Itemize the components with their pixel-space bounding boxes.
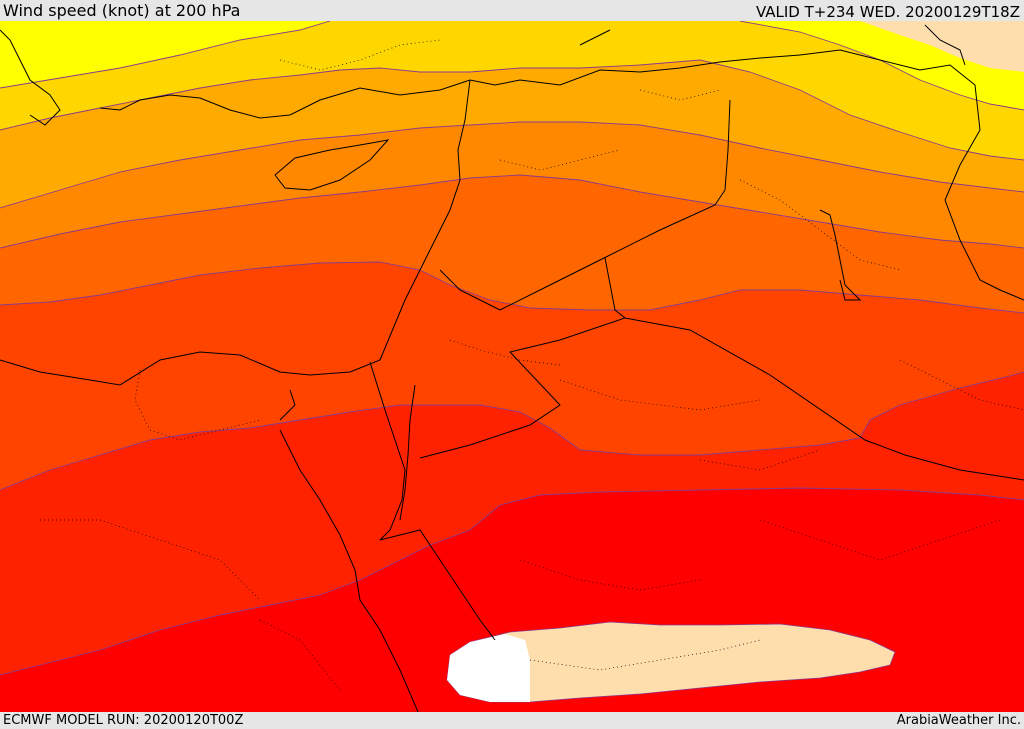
internal-boundaries	[40, 39, 1024, 691]
header-bar: Wind speed (knot) at 200 hPa VALID T+234…	[0, 0, 1024, 21]
map-title: Wind speed (knot) at 200 hPa	[3, 1, 241, 20]
band-1	[0, 21, 330, 88]
wind-speed-map	[0, 21, 1024, 712]
footer-bar: ECMWF MODEL RUN: 20200120T00Z ArabiaWeat…	[0, 712, 1024, 729]
band-2	[0, 21, 1024, 160]
credit-label: ArabiaWeather Inc.	[896, 713, 1021, 728]
contour-lines	[0, 21, 1024, 676]
map-canvas	[0, 21, 1024, 712]
valid-time: VALID T+234 WED. 20200129T18Z	[755, 3, 1020, 21]
coastlines-and-borders	[0, 24, 1024, 712]
calm-area	[447, 634, 530, 702]
low-wind-northeast	[860, 21, 1024, 72]
model-run-label: ECMWF MODEL RUN: 20200120T00Z	[3, 713, 244, 728]
